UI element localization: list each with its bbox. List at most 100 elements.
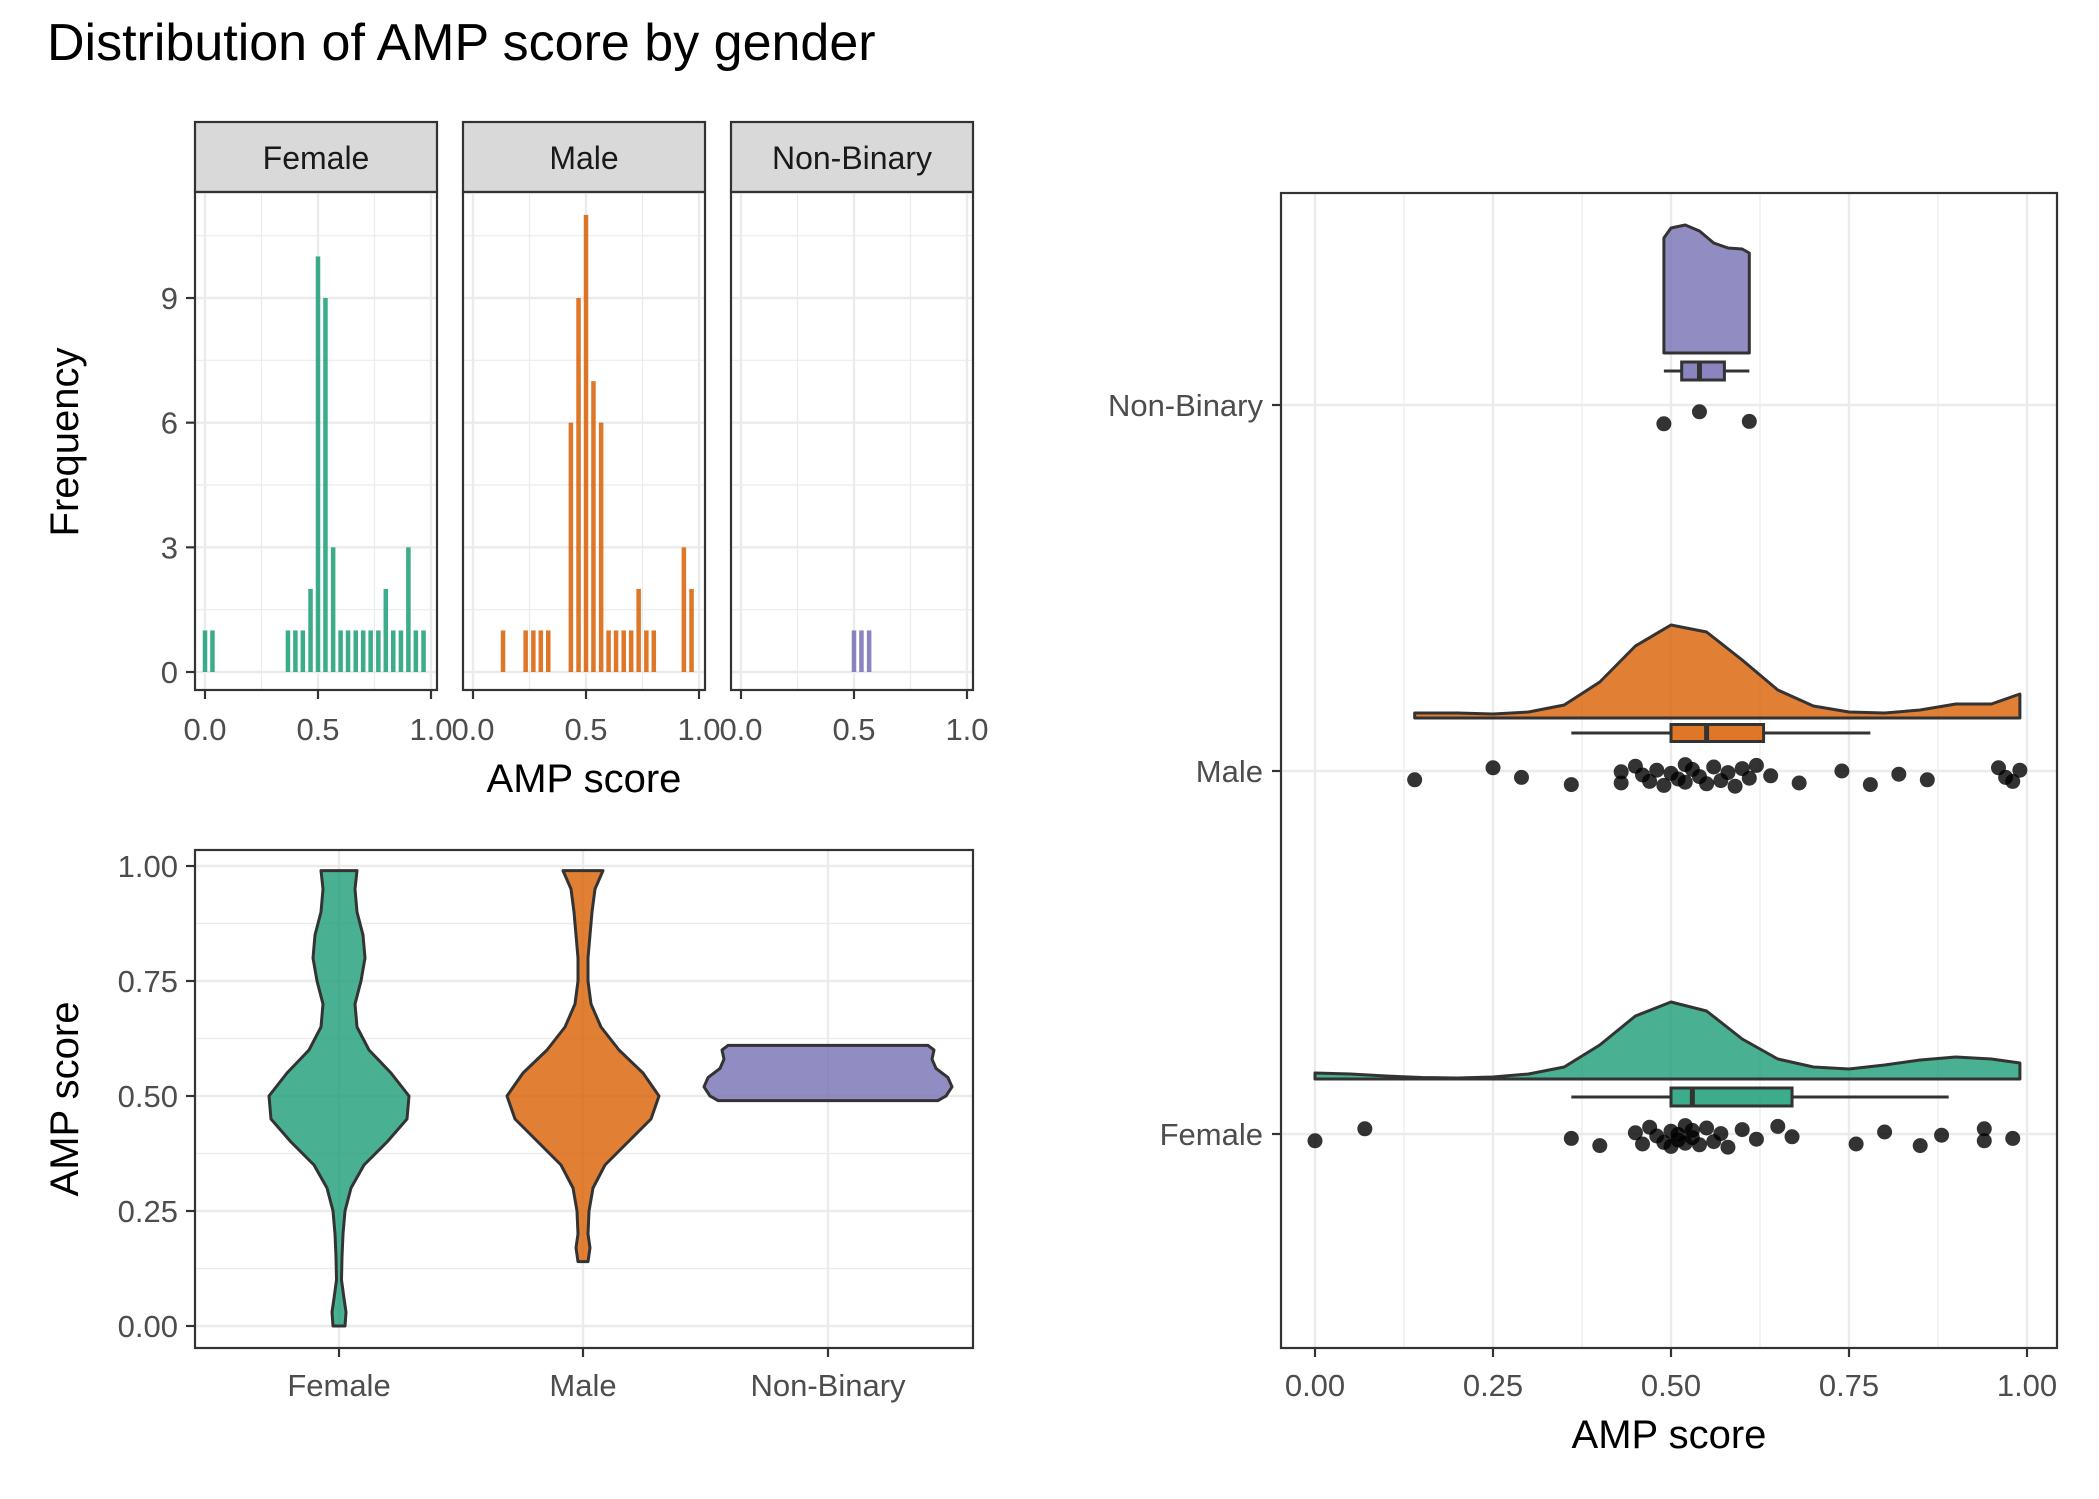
raincloud-point-Male bbox=[1642, 773, 1658, 789]
x-tick-label: 0.00 bbox=[1285, 1368, 1345, 1403]
raincloud-point-Female bbox=[1848, 1136, 1864, 1152]
raincloud-point-Male bbox=[1727, 778, 1743, 794]
hist-bar-Female bbox=[338, 630, 343, 672]
facet-strip-Non-Binary bbox=[729, 120, 975, 194]
facet-label-Non-Binary: Non-Binary bbox=[772, 140, 932, 176]
raincloud-point-Male bbox=[1720, 765, 1736, 781]
hist-bar-Female bbox=[293, 630, 298, 672]
histogram-panel: Female 0.0 0.5 1.0 Male 0.0 0.5 1.0 Non-Binary 0.… bbox=[43, 120, 989, 801]
raincloud-point-Male bbox=[1677, 774, 1693, 790]
raincloud-panel: Female Male Non-Binary 0.00 0.25 0.50 0.75 1.00… bbox=[1108, 191, 2059, 1457]
violin-y-axis-title: AMP score bbox=[43, 1002, 87, 1197]
hist-bar-Male bbox=[500, 630, 506, 672]
hist-bar-Female bbox=[390, 630, 396, 672]
box-Female bbox=[1669, 1086, 1794, 1108]
raincloud-point-Male bbox=[1763, 768, 1779, 784]
raincloud-point-Female bbox=[1357, 1121, 1373, 1137]
raincloud-point-Male bbox=[1834, 763, 1850, 779]
raincloud-point-Female bbox=[1713, 1126, 1729, 1142]
hist-bar-Female bbox=[413, 630, 419, 672]
hist-bar-Male bbox=[538, 630, 544, 672]
raincloud-point-Male bbox=[1791, 775, 1807, 791]
raincloud-point-Non-Binary bbox=[1741, 413, 1757, 429]
hist-bar-Non-Binary bbox=[851, 630, 857, 672]
y-tick-label: 0.50 bbox=[118, 1079, 178, 1114]
raincloud-point-Female bbox=[1784, 1129, 1800, 1145]
facet-strip-Male bbox=[461, 120, 707, 194]
hist-bar-Female bbox=[376, 630, 381, 672]
y-tick-label: Male bbox=[1196, 754, 1263, 789]
chart-title: Distribution of AMP score by gender bbox=[47, 14, 876, 72]
x-tick-label: 0.0 bbox=[719, 712, 762, 747]
raincloud-point-Non-Binary bbox=[1691, 404, 1707, 420]
violin-Female bbox=[267, 869, 411, 1328]
hist-bar-Female bbox=[406, 547, 411, 672]
x-tick-label: Non-Binary bbox=[750, 1368, 906, 1403]
hist-bar-Female bbox=[383, 588, 389, 672]
raincloud-point-Female bbox=[1770, 1118, 1786, 1134]
hist-bar-Female bbox=[202, 630, 208, 672]
hist-y-axis-title: Frequency bbox=[43, 348, 87, 537]
hist-bar-Male bbox=[568, 422, 574, 672]
hist-bar-Male bbox=[689, 588, 694, 672]
violin-Non-Binary bbox=[702, 1043, 954, 1103]
facet-label-Male: Male bbox=[549, 140, 618, 176]
raincloud-point-Female bbox=[1934, 1127, 1950, 1143]
facet-frame-Male bbox=[461, 190, 707, 692]
raincloud-density-Male bbox=[1413, 623, 2022, 720]
x-tick-label: 0.75 bbox=[1819, 1368, 1879, 1403]
x-tick-label: 1.0 bbox=[409, 712, 452, 747]
hist-bar-Male bbox=[681, 547, 687, 672]
raincloud-point-Female bbox=[1912, 1138, 1928, 1154]
x-tick-label: 0.50 bbox=[1641, 1368, 1701, 1403]
hist-bar-Male bbox=[628, 630, 634, 672]
x-tick-label: 0.5 bbox=[296, 712, 339, 747]
raincloud-point-Female bbox=[1691, 1137, 1707, 1153]
hist-bar-Female bbox=[323, 298, 328, 672]
facet-frame-Non-Binary bbox=[729, 190, 975, 692]
hist-bar-Male bbox=[651, 630, 657, 672]
y-tick-label: 6 bbox=[161, 406, 178, 441]
raincloud-point-Female bbox=[1748, 1131, 1764, 1147]
x-tick-label: 1.00 bbox=[1997, 1368, 2057, 1403]
x-tick-label: 0.5 bbox=[564, 712, 607, 747]
raincloud-point-Male bbox=[1656, 777, 1672, 793]
x-tick-label: Male bbox=[549, 1368, 616, 1403]
raincloud-point-Female bbox=[1592, 1138, 1608, 1154]
hist-bar-Female bbox=[210, 630, 215, 672]
raincloud-point-Male bbox=[1485, 760, 1501, 776]
facet-label-Female: Female bbox=[263, 140, 370, 176]
violin-Male bbox=[505, 869, 661, 1264]
y-tick-label: 0 bbox=[161, 655, 178, 690]
hist-bar-Female bbox=[315, 256, 321, 672]
raincloud-point-Female bbox=[1699, 1120, 1715, 1136]
box-Male bbox=[1669, 723, 1766, 743]
hist-bar-Non-Binary bbox=[866, 630, 872, 672]
raincloud-point-Female bbox=[1720, 1139, 1736, 1155]
raincloud-point-Female bbox=[1307, 1133, 1323, 1149]
hist-bar-Female bbox=[353, 630, 359, 672]
raincloud-point-Male bbox=[1513, 769, 1529, 785]
y-tick-label: Non-Binary bbox=[1108, 388, 1264, 423]
y-tick-label: 9 bbox=[161, 281, 178, 316]
y-tick-label: 0.25 bbox=[118, 1194, 178, 1229]
raincloud-point-Male bbox=[1613, 764, 1629, 780]
hist-bar-Male bbox=[583, 214, 589, 672]
hist-bar-Female bbox=[421, 630, 426, 672]
x-tick-label: Female bbox=[287, 1368, 390, 1403]
raincloud-point-Male bbox=[1613, 775, 1629, 791]
raincloud-point-Male bbox=[1699, 776, 1715, 792]
raincloud-point-Male bbox=[1741, 770, 1757, 786]
x-tick-label: 0.0 bbox=[451, 712, 494, 747]
raincloud-point-Male bbox=[1649, 762, 1665, 778]
y-tick-label: 1.00 bbox=[118, 849, 178, 884]
raincloud-point-Female bbox=[1976, 1121, 1992, 1137]
hist-bar-Male bbox=[545, 630, 551, 672]
raincloud-point-Non-Binary bbox=[1656, 416, 1672, 432]
hist-x-axis-title: AMP score bbox=[487, 757, 682, 801]
raincloud-point-Male bbox=[1407, 772, 1423, 788]
raincloud-point-Female bbox=[1563, 1130, 1579, 1146]
hist-bar-Male bbox=[576, 298, 581, 672]
raincloud-density-Female bbox=[1313, 1000, 2022, 1081]
raincloud-point-Male bbox=[1706, 759, 1722, 775]
